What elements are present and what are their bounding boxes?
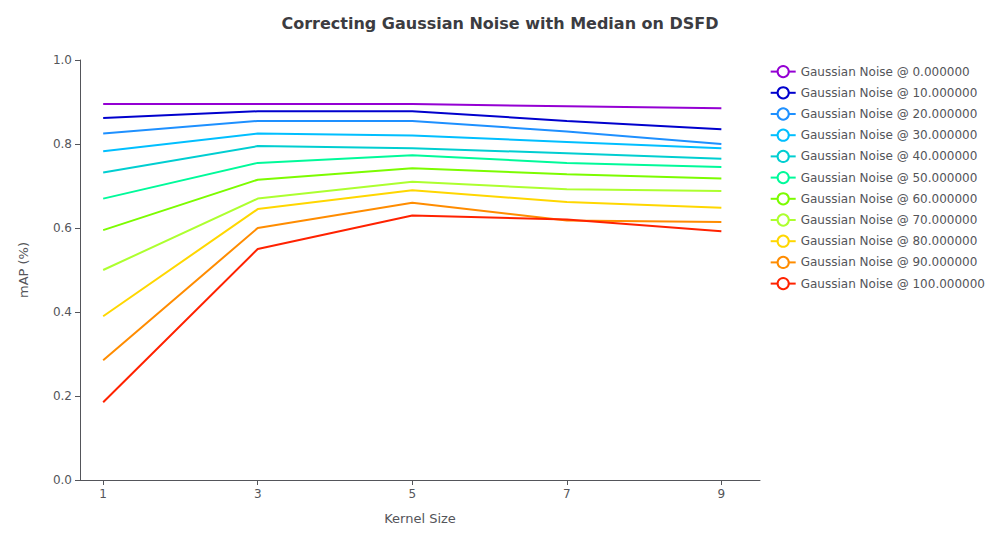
svg-text:Gaussian Noise @ 50.000000: Gaussian Noise @ 50.000000 xyxy=(801,171,978,185)
svg-text:mAP (%): mAP (%) xyxy=(16,242,31,298)
svg-text:Gaussian Noise @ 10.000000: Gaussian Noise @ 10.000000 xyxy=(801,86,978,100)
svg-text:Gaussian Noise @ 20.000000: Gaussian Noise @ 20.000000 xyxy=(801,107,978,121)
svg-text:Gaussian Noise @ 80.000000: Gaussian Noise @ 80.000000 xyxy=(801,234,978,248)
svg-text:Gaussian Noise @ 30.000000: Gaussian Noise @ 30.000000 xyxy=(801,128,978,142)
svg-text:0.2: 0.2 xyxy=(53,389,72,403)
svg-text:0.4: 0.4 xyxy=(53,305,72,319)
svg-text:1: 1 xyxy=(99,487,107,501)
svg-text:0.6: 0.6 xyxy=(53,221,72,235)
svg-text:Gaussian Noise @ 70.000000: Gaussian Noise @ 70.000000 xyxy=(801,213,978,227)
svg-text:Gaussian Noise @ 40.000000: Gaussian Noise @ 40.000000 xyxy=(801,149,978,163)
svg-text:9: 9 xyxy=(718,487,726,501)
svg-text:3: 3 xyxy=(254,487,262,501)
svg-text:Gaussian Noise @ 100.000000: Gaussian Noise @ 100.000000 xyxy=(801,277,985,291)
svg-text:Gaussian Noise @ 90.000000: Gaussian Noise @ 90.000000 xyxy=(801,255,978,269)
svg-text:5: 5 xyxy=(408,487,416,501)
svg-text:0.8: 0.8 xyxy=(53,137,72,151)
svg-text:Kernel Size: Kernel Size xyxy=(384,511,456,526)
svg-text:0.0: 0.0 xyxy=(53,473,72,487)
svg-text:7: 7 xyxy=(563,487,571,501)
svg-text:1.0: 1.0 xyxy=(53,53,72,67)
svg-text:Gaussian Noise @ 0.000000: Gaussian Noise @ 0.000000 xyxy=(801,65,970,79)
svg-text:Correcting Gaussian Noise with: Correcting Gaussian Noise with Median on… xyxy=(281,14,718,33)
svg-text:Gaussian Noise @ 60.000000: Gaussian Noise @ 60.000000 xyxy=(801,192,978,206)
